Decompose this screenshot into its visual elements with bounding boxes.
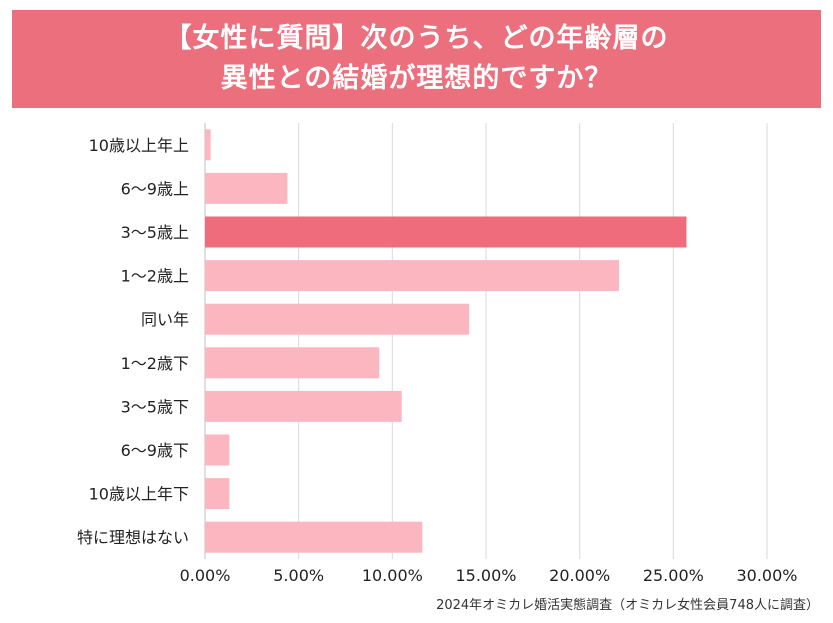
category-label: 6〜9歳下 <box>121 441 189 460</box>
chart-title-line-2: 異性との結婚が理想的ですか？ <box>220 63 613 94</box>
category-label: 3〜5歳上 <box>121 223 189 242</box>
bar <box>205 172 288 204</box>
bar <box>205 260 620 292</box>
x-tick-label: 5.00% <box>273 566 324 585</box>
category-label: 1〜2歳上 <box>121 267 189 286</box>
x-tick-label: 0.00% <box>180 566 231 585</box>
x-tick-label: 20.00% <box>549 566 610 585</box>
category-label: 1〜2歳下 <box>121 354 189 373</box>
category-label: 3〜5歳下 <box>121 397 189 416</box>
bar <box>205 434 230 466</box>
bar <box>205 216 687 248</box>
bar <box>205 478 230 510</box>
bar <box>205 390 402 422</box>
chart-title-line-1: 【女性に質問】次のうち、どの年齢層の <box>164 23 669 54</box>
bar <box>205 303 470 335</box>
title-banner: 【女性に質問】次のうち、どの年齢層の 異性との結婚が理想的ですか？ <box>12 10 821 108</box>
category-label: 6〜9歳上 <box>121 179 189 198</box>
bar <box>205 521 423 553</box>
bar <box>205 347 380 379</box>
category-label: 10歳以上年下 <box>89 485 189 504</box>
x-tick-label: 15.00% <box>455 566 516 585</box>
x-tick-label: 10.00% <box>362 566 423 585</box>
bar <box>205 129 211 161</box>
source-note: 2024年オミカレ婚活実態調査（オミカレ女性会員748人に調査） <box>436 598 819 613</box>
category-label: 10歳以上年上 <box>89 136 189 155</box>
x-tick-label: 30.00% <box>736 566 797 585</box>
category-label: 特に理想はない <box>77 528 189 547</box>
x-tick-label: 25.00% <box>643 566 704 585</box>
category-label: 同い年 <box>141 310 189 329</box>
